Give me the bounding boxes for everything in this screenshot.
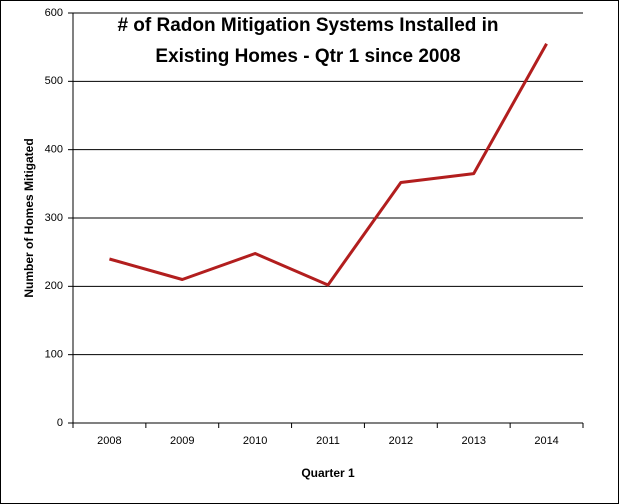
y-axis-title: Number of Homes Mitigated [22,138,36,297]
x-tick-label: 2012 [389,435,413,447]
x-axis-title: Quarter 1 [301,466,355,480]
y-tick-label: 100 [45,349,63,361]
x-tick-label: 2013 [461,435,485,447]
y-tick-label: 300 [45,212,63,224]
chart-title: Existing Homes - Qtr 1 since 2008 [155,46,460,67]
chart-title: # of Radon Mitigation Systems Installed … [117,15,498,36]
x-tick-label: 2010 [243,435,267,447]
y-tick-label: 200 [45,280,63,292]
y-tick-label: 0 [57,417,63,429]
x-tick-label: 2009 [170,435,194,447]
y-tick-label: 600 [45,7,63,19]
y-tick-label: 400 [45,144,63,156]
x-tick-label: 2008 [97,435,121,447]
y-tick-label: 500 [45,75,63,87]
x-tick-label: 2011 [316,435,340,447]
x-tick-label: 2014 [534,435,558,447]
data-line [109,43,548,287]
